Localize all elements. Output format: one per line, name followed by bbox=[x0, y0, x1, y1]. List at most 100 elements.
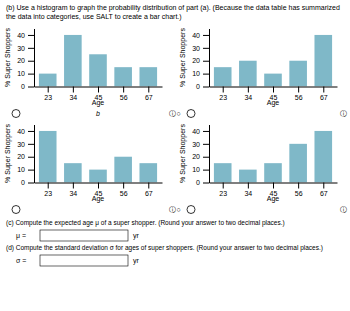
tick-label: 23 bbox=[44, 94, 52, 101]
tick: 56 bbox=[120, 183, 128, 198]
tick: 0 bbox=[196, 179, 209, 186]
tick: 67 bbox=[145, 87, 153, 102]
tick-label: 67 bbox=[320, 190, 328, 197]
tick-label: 10 bbox=[192, 70, 200, 77]
tick-label: 56 bbox=[120, 94, 128, 101]
text-line: (d) Compute the standard deviation σ for… bbox=[6, 244, 323, 252]
radio-button[interactable] bbox=[187, 206, 195, 214]
tick: 34 bbox=[244, 183, 252, 198]
chart: 2334455667010203040Age% Super Shoppers bbox=[4, 124, 163, 203]
tick: 10 bbox=[192, 166, 209, 173]
bar bbox=[314, 131, 332, 183]
question-text: (c) Compute the expected age μ of a supe… bbox=[6, 219, 285, 227]
tick-mark bbox=[203, 87, 209, 88]
answer-box[interactable] bbox=[40, 255, 128, 266]
y-axis: 010203040 bbox=[17, 125, 34, 186]
tick-mark bbox=[323, 87, 324, 93]
tick-mark bbox=[148, 183, 149, 189]
tick-mark bbox=[28, 157, 34, 158]
tick-label: 0 bbox=[21, 179, 25, 186]
tick: 23 bbox=[219, 87, 227, 102]
bar bbox=[114, 157, 132, 183]
tick: 34 bbox=[69, 183, 77, 198]
tick: 40 bbox=[17, 128, 34, 135]
tick: 34 bbox=[69, 87, 77, 102]
tick-label: 40 bbox=[192, 128, 200, 135]
bar bbox=[314, 35, 332, 87]
tick-label: 0 bbox=[196, 179, 200, 186]
tick: 0 bbox=[196, 83, 209, 90]
bar bbox=[64, 163, 82, 182]
tick-label: 0 bbox=[21, 83, 25, 90]
tick-mark bbox=[98, 183, 99, 189]
tick-mark bbox=[323, 183, 324, 189]
annotation: ⓘ○ bbox=[169, 110, 180, 117]
bar bbox=[214, 163, 232, 182]
tick: 10 bbox=[192, 70, 209, 77]
bars bbox=[214, 131, 332, 183]
tick-mark bbox=[28, 170, 34, 171]
tick-mark bbox=[273, 183, 274, 189]
tick: 67 bbox=[320, 183, 328, 198]
x-axis-label: Age bbox=[92, 195, 105, 203]
bar bbox=[89, 54, 107, 86]
tick-label: 10 bbox=[17, 166, 25, 173]
annotation: ⓘ bbox=[340, 206, 347, 213]
tick-label: 23 bbox=[219, 190, 227, 197]
tick: 67 bbox=[320, 87, 328, 102]
tick-label: 40 bbox=[17, 128, 25, 135]
y-axis: 0 10 20 30 40 bbox=[17, 29, 34, 90]
figure: (b) Use a histogram to graph the probabi… bbox=[0, 0, 350, 311]
bar bbox=[139, 163, 157, 182]
tick-mark bbox=[28, 144, 34, 145]
tick: 40 bbox=[17, 32, 34, 39]
y-axis: 010203040 bbox=[192, 125, 209, 186]
tick-label: 30 bbox=[192, 45, 200, 52]
tick-label: 30 bbox=[192, 141, 200, 148]
tick: 30 bbox=[192, 141, 209, 148]
text-line: (c) Compute the expected age μ of a supe… bbox=[6, 219, 285, 227]
radio-button[interactable] bbox=[12, 206, 20, 214]
tick-mark bbox=[203, 170, 209, 171]
bar bbox=[39, 74, 57, 87]
text-line: (b) Use a histogram to graph the probabi… bbox=[6, 4, 340, 12]
tick-label: 23 bbox=[44, 190, 52, 197]
bar bbox=[289, 61, 307, 87]
tick-mark bbox=[28, 48, 34, 49]
tick-label: 67 bbox=[145, 94, 153, 101]
y-axis-label: % Super Shoppers bbox=[4, 124, 12, 183]
radio-button[interactable] bbox=[187, 110, 195, 118]
tick-label: 20 bbox=[17, 57, 25, 64]
tick-mark bbox=[48, 183, 49, 189]
text-line: the data into categories, use SALT to cr… bbox=[6, 13, 182, 21]
answer-box[interactable] bbox=[40, 230, 128, 241]
tick-mark bbox=[123, 183, 124, 189]
annotation: ⓘ○ bbox=[169, 206, 180, 213]
bar bbox=[139, 67, 157, 86]
tick-mark bbox=[98, 87, 99, 93]
tick: 0 bbox=[21, 179, 34, 186]
y-axis-label: % Super Shoppers bbox=[179, 124, 187, 183]
tick: 56 bbox=[295, 87, 303, 102]
tick: 23 bbox=[219, 183, 227, 198]
tick-label: 10 bbox=[17, 70, 25, 77]
tick-mark bbox=[28, 87, 34, 88]
tick-label: 34 bbox=[69, 190, 77, 197]
x-axis-label: Age bbox=[92, 99, 105, 107]
bar bbox=[114, 67, 132, 86]
title: (b) Use a histogram to graph the probabi… bbox=[6, 4, 340, 21]
bar bbox=[239, 170, 257, 183]
bar bbox=[39, 131, 57, 183]
tick-mark bbox=[28, 74, 34, 75]
radio-button[interactable] bbox=[12, 110, 20, 118]
tick: 34 bbox=[244, 87, 252, 102]
tick: 23 bbox=[44, 183, 52, 198]
tick-mark bbox=[203, 61, 209, 62]
annotation: b bbox=[96, 110, 100, 117]
chart: 2334455667010203040Age% Super Shoppers bbox=[179, 28, 338, 107]
bar bbox=[239, 61, 257, 87]
tick-label: 30 bbox=[17, 45, 25, 52]
tick: 10 bbox=[17, 70, 34, 77]
tick-label: 40 bbox=[17, 32, 25, 39]
axis-line bbox=[209, 29, 210, 87]
